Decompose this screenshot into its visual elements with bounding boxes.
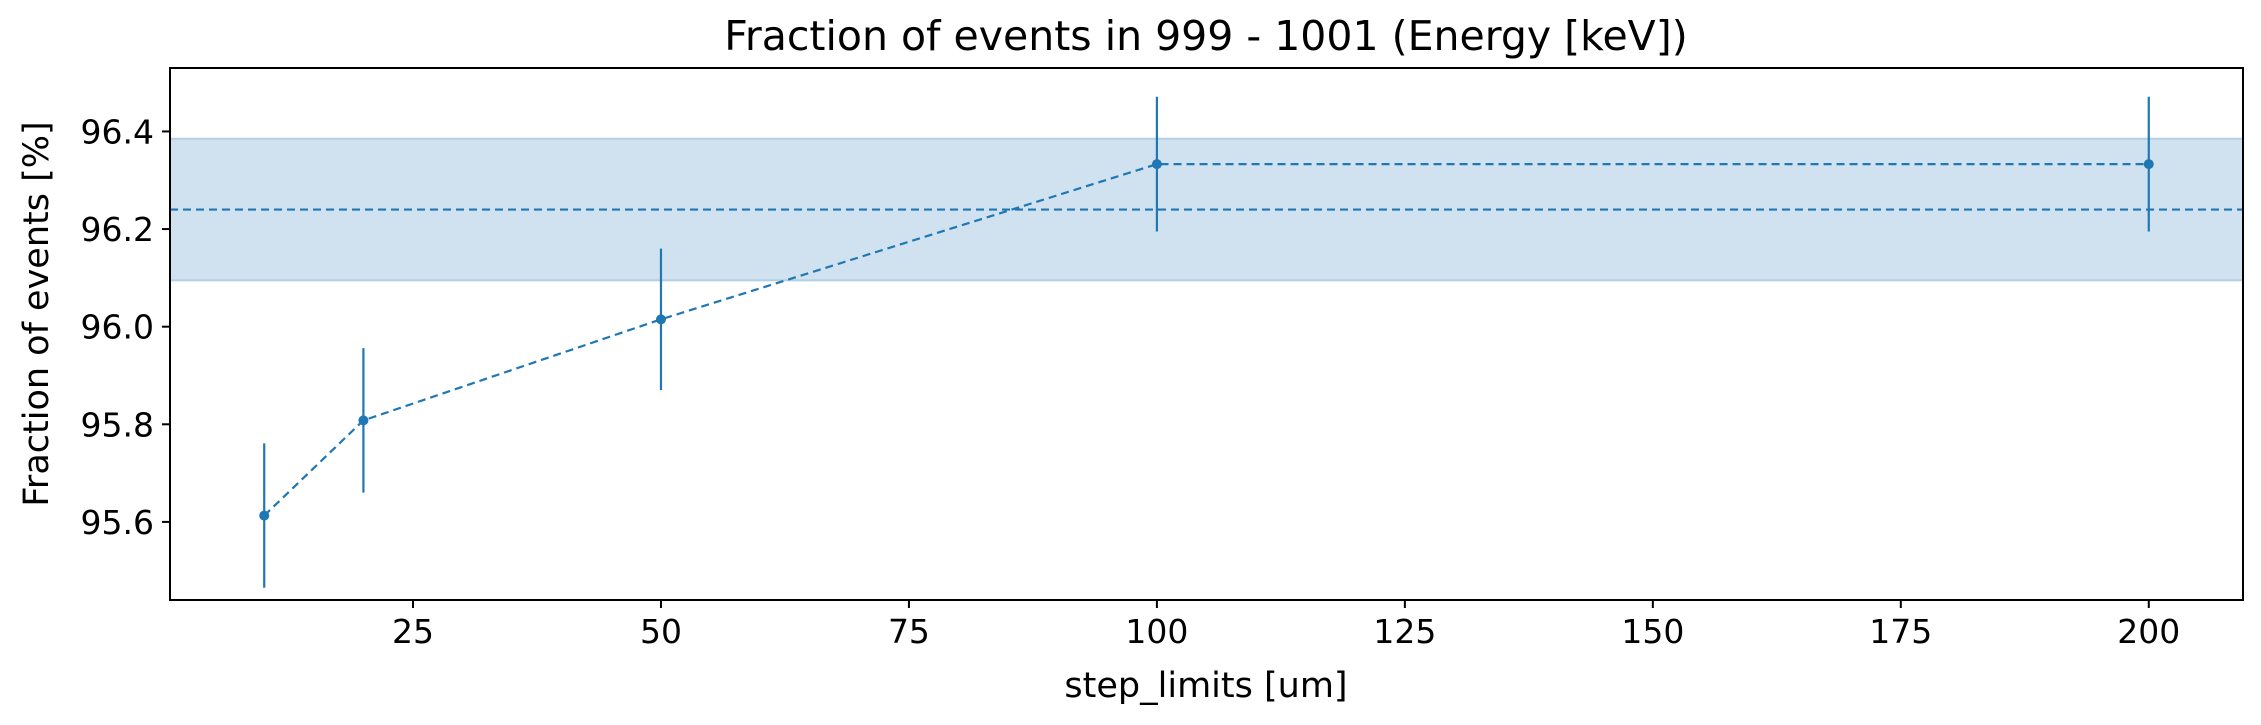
data-point	[2143, 159, 2154, 170]
x-axis-ticks: 25 50 75 100 125 150 175 200	[392, 600, 2180, 651]
x-tick-label: 25	[392, 612, 434, 651]
y-axis-label: Fraction of events [%]	[17, 121, 57, 506]
x-tick-label: 150	[1621, 612, 1684, 651]
x-tick-label: 75	[888, 612, 930, 651]
x-tick-label: 200	[2117, 612, 2180, 651]
chart-title: Fraction of events in 999 - 1001 (Energy…	[724, 12, 1687, 60]
y-tick-label: 96.4	[81, 112, 154, 151]
x-tick-label: 175	[1869, 612, 1932, 651]
y-tick-label: 96.2	[81, 210, 154, 249]
y-tick-label: 95.8	[81, 405, 154, 444]
y-axis-ticks: 95.6 95.8 96.0 96.2 96.4	[81, 112, 170, 542]
data-point	[358, 415, 369, 426]
x-tick-label: 100	[1125, 612, 1188, 651]
x-tick-label: 125	[1373, 612, 1436, 651]
data-point	[655, 314, 666, 325]
axes-frame	[169, 67, 2244, 601]
series-line	[263, 163, 2149, 517]
data-point	[1151, 159, 1162, 170]
series-layer	[259, 96, 2154, 588]
x-axis-label: step_limits [um]	[1064, 666, 1347, 706]
reference-band-layer	[169, 137, 2244, 282]
x-tick-label: 50	[640, 612, 682, 651]
y-tick-label: 95.6	[81, 503, 154, 542]
y-tick-label: 96.0	[81, 308, 154, 347]
data-point	[259, 510, 270, 521]
